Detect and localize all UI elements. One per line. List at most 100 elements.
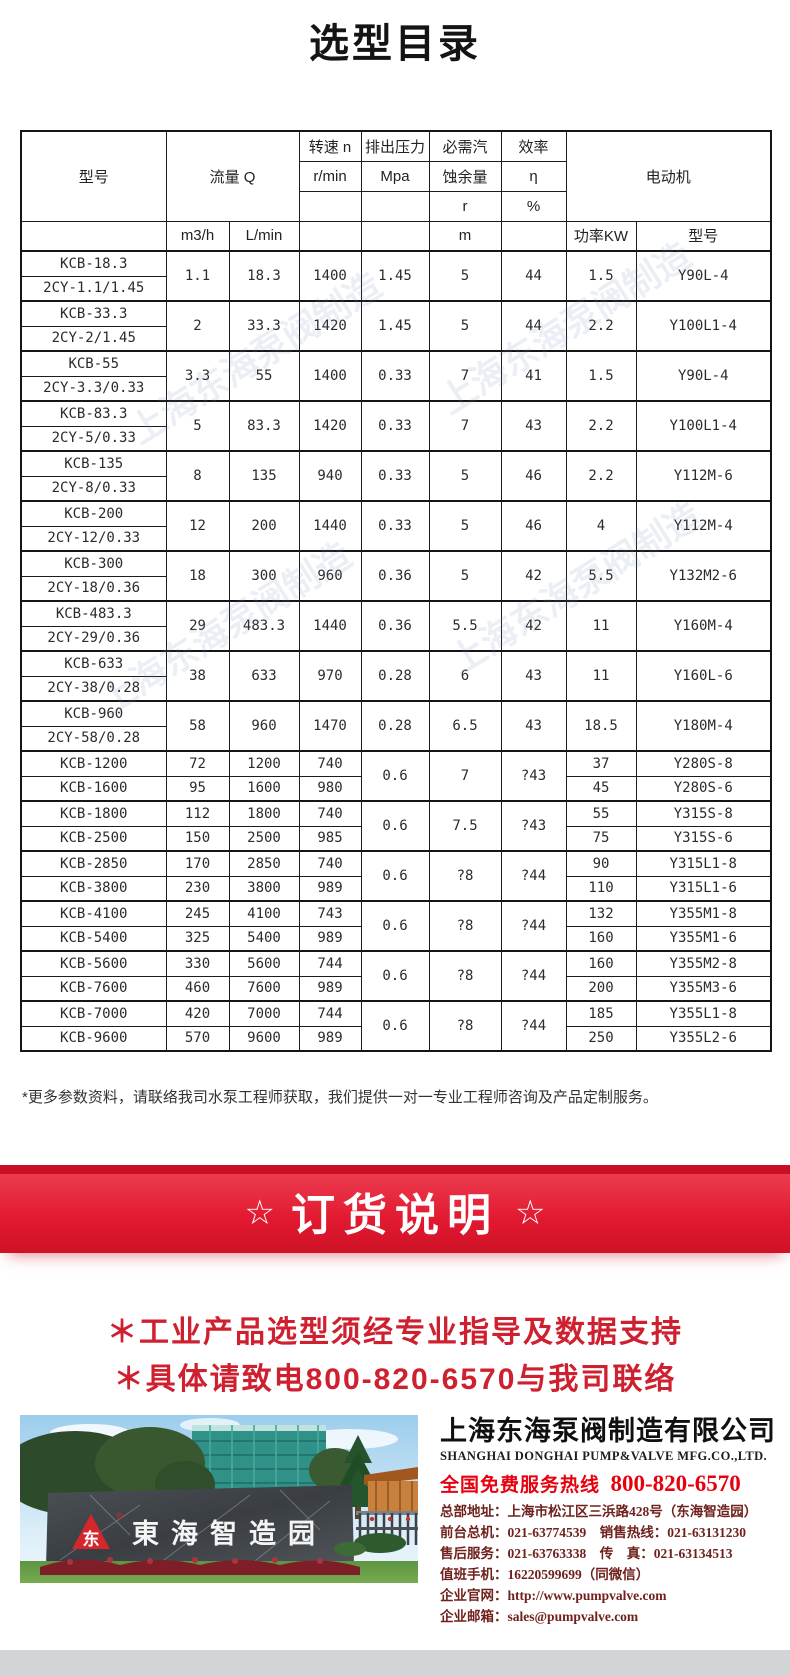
cell: 型号 (635, 220, 772, 252)
value-cell: 55 (228, 350, 300, 402)
model-cell: KCB-300 (20, 550, 167, 577)
value-cell: 42 (500, 600, 567, 652)
factory-photo: 东 ® 東海智造园 (20, 1415, 418, 1583)
value-cell: 7 (428, 750, 502, 802)
model-cell: 2CY-3.3/0.33 (20, 375, 167, 402)
table-row: KCB-9600 570 9600 989 250 Y355L2-6 (20, 1025, 772, 1052)
value-cell: 150 (165, 825, 230, 852)
value-cell: Y180M-4 (635, 700, 772, 752)
value-cell: Y112M-6 (635, 450, 772, 502)
value-cell: 1440 (298, 500, 362, 552)
value-cell: Y315S-6 (635, 825, 772, 852)
table-row: KCB-135 8 135 940 0.33 5 46 2.2 Y112M-6 (20, 450, 772, 502)
table-row: 2CY-5/0.33 (20, 425, 771, 452)
model-cell: 2CY-5/0.33 (20, 425, 167, 452)
value-cell: 41 (500, 350, 567, 402)
value-cell: Y355M2-8 (635, 950, 772, 977)
value-cell: ?8 (428, 900, 502, 952)
value-cell: 743 (298, 900, 362, 927)
model-cell: 2CY-18/0.36 (20, 575, 167, 602)
value-cell: 45 (565, 775, 637, 802)
value-cell: 44 (500, 250, 567, 302)
value-cell: 5600 (228, 950, 300, 977)
value-cell: 72 (165, 750, 230, 777)
value-cell: ?43 (500, 800, 567, 852)
value-cell: 0.6 (360, 800, 430, 852)
value-cell: 90 (565, 850, 637, 877)
value-cell: Y355M1-6 (635, 925, 772, 952)
table-row: 2CY-1.1/1.45 (20, 275, 771, 302)
value-cell: 0.6 (360, 850, 430, 902)
table-row: 2CY-18/0.36 (20, 575, 771, 602)
value-cell: Y112M-4 (635, 500, 772, 552)
value-cell: 7 (428, 400, 502, 452)
model-cell: KCB-5600 (20, 950, 167, 977)
model-cell: KCB-33.3 (20, 300, 167, 327)
model-cell: KCB-483.3 (20, 600, 167, 627)
footnote: *更多参数资料，请联络我司水泵工程师获取，我们提供一对一专业工程师咨询及产品定制… (22, 1089, 658, 1106)
value-cell: 43 (500, 400, 567, 452)
cell (360, 190, 430, 222)
value-cell: 1440 (298, 600, 362, 652)
table-row: KCB-5600 330 5600 744 0.6 ?8 ?44 160 Y355M2-8 (20, 950, 772, 1002)
value-cell: 7 (428, 350, 502, 402)
model-cell: 2CY-29/0.36 (20, 625, 167, 652)
value-cell: 989 (298, 875, 362, 902)
value-cell: 420 (165, 1000, 230, 1027)
value-cell: 43 (500, 650, 567, 702)
table-row: 2CY-29/0.36 (20, 625, 771, 652)
table-row: KCB-18.3 1.1 18.3 1400 1.45 5 44 1.5 Y90L-4 (20, 250, 772, 302)
cell: % (500, 190, 567, 222)
value-cell: 570 (165, 1025, 230, 1052)
model-cell: KCB-55 (20, 350, 167, 377)
value-cell: 2.2 (565, 450, 637, 502)
company-logo-char: 东 (83, 1529, 100, 1549)
header-row: m3/h L/min m 功率KW 型号 (20, 220, 772, 252)
table-row: KCB-33.3 2 33.3 1420 1.45 5 44 2.2 Y100L1-4 (20, 300, 772, 352)
model-cell: KCB-4100 (20, 900, 167, 927)
model-cell: KCB-7600 (20, 975, 167, 1002)
model-cell: KCB-9600 (20, 1025, 167, 1052)
notice-line: ＊具体请致电800-820-6570与我司联络 (113, 1363, 677, 1396)
order-banner: ☆ 订货说明 ☆ (0, 1165, 790, 1253)
value-cell: 0.6 (360, 1000, 430, 1052)
value-cell: 29 (165, 600, 230, 652)
footer-band (0, 1650, 790, 1676)
table-row: KCB-200 12 200 1440 0.33 5 46 4 Y112M-4 (20, 500, 772, 552)
model-cell: 2CY-38/0.28 (20, 675, 167, 702)
value-cell: 2850 (228, 850, 300, 877)
value-cell: 230 (165, 875, 230, 902)
header-speed: 转速 n (298, 130, 362, 162)
header-pressure: 排出压力 (360, 130, 430, 162)
value-cell: Y132M2-6 (635, 550, 772, 602)
company-info: 上海东海泵阀制造有限公司 SHANGHAI DONGHAI PUMP&VALVE… (440, 1415, 780, 1627)
value-cell: 4100 (228, 900, 300, 927)
value-cell: 6.5 (428, 700, 502, 752)
model-cell: KCB-2850 (20, 850, 167, 877)
value-cell: 5 (428, 300, 502, 352)
value-cell: 989 (298, 925, 362, 952)
hotline-label: 全国免费服务热线 (440, 1475, 601, 1496)
value-cell: 1.5 (565, 250, 637, 302)
value-cell: 200 (228, 500, 300, 552)
model-cell: KCB-3800 (20, 875, 167, 902)
value-cell: 483.3 (228, 600, 300, 652)
value-cell: 1400 (298, 350, 362, 402)
value-cell: Y100L1-4 (635, 300, 772, 352)
detail-line-after-sales: 售后服务：021-63763338 传 真：021-63134513 (440, 1546, 733, 1561)
cell: r (428, 190, 502, 222)
value-cell: 5 (428, 250, 502, 302)
value-cell: Y90L-4 (635, 350, 772, 402)
value-cell: 3800 (228, 875, 300, 902)
model-cell: 2CY-58/0.28 (20, 725, 167, 752)
value-cell: 2.2 (565, 400, 637, 452)
model-cell: KCB-18.3 (20, 250, 167, 277)
value-cell: 5 (428, 550, 502, 602)
value-cell: 0.28 (360, 650, 430, 702)
value-cell: 2.2 (565, 300, 637, 352)
value-cell: 112 (165, 800, 230, 827)
value-cell: 38 (165, 650, 230, 702)
value-cell: Y100L1-4 (635, 400, 772, 452)
cell: m3/h (165, 220, 230, 252)
